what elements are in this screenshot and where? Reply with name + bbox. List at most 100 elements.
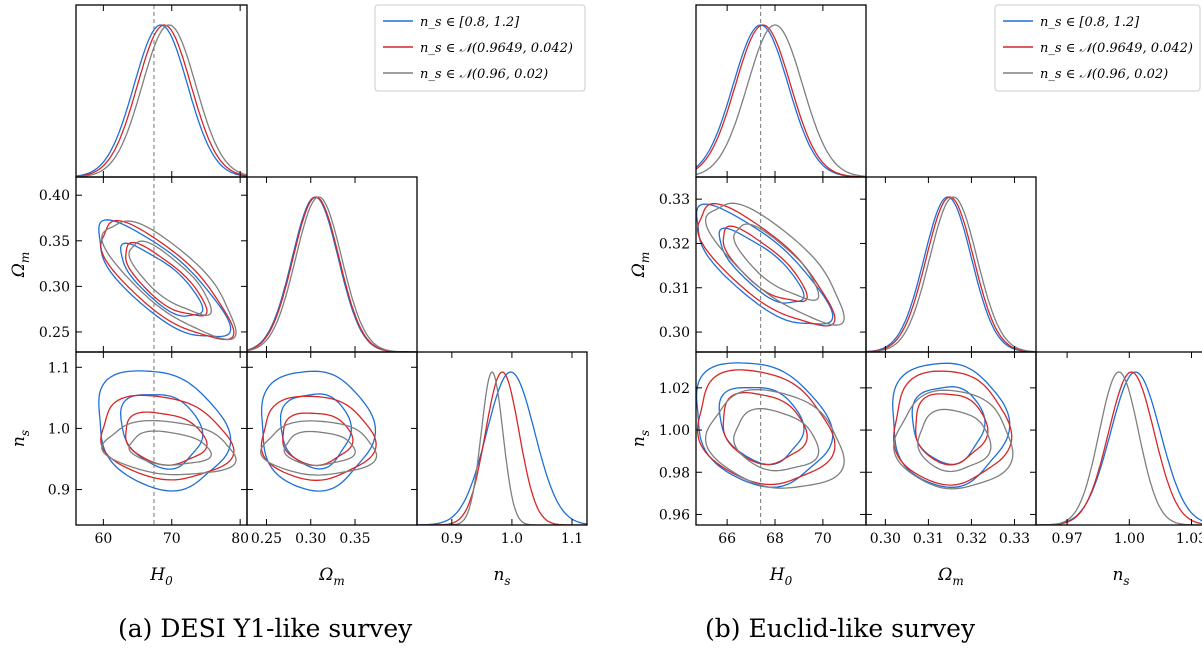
marginal-line-gray: [866, 196, 1036, 352]
contour-68-gray: [128, 430, 212, 466]
y-axis-label-Omega_m: Ωm: [629, 252, 652, 279]
contour-95-red: [696, 369, 836, 486]
contour-68-gray: [128, 240, 212, 316]
panel-H0-H0: [695, 4, 867, 178]
contour-95-gray: [893, 389, 1014, 490]
x-axis-label-n_s: ns: [493, 565, 510, 588]
y-tick-label: 0.33: [659, 192, 690, 208]
legend-entry-gray: n_s ∈ 𝒩(0.96, 0.02): [420, 67, 548, 82]
y-axis-label-Omega_m: Ωm: [9, 252, 32, 279]
legend: n_s ∈ [0.8, 1.2] n_s ∈ 𝒩(0.9649, 0.042) n_…: [994, 4, 1201, 92]
y-tick-label: 0.40: [39, 188, 70, 204]
x-tick-label: 60: [94, 531, 112, 547]
contour-68-blue: [718, 227, 805, 304]
contour-95-gray: [101, 220, 237, 341]
x-axis-label-H0: H0: [149, 565, 173, 588]
panel-H0-n_s: 66 68 70 0.96 0.98 1.00 1.02: [659, 351, 867, 547]
x-tick-label: 1.03: [1176, 531, 1202, 547]
panel-content: [892, 362, 1014, 490]
y-tick-label: 1.0: [48, 421, 70, 437]
x-tick-label: 0.32: [956, 531, 987, 547]
contour-68-red: [282, 412, 354, 467]
contour-68-red: [125, 241, 208, 317]
contour-68-gray: [917, 408, 992, 473]
x-tick-label: 0.35: [339, 531, 370, 547]
panel-content: [1036, 371, 1202, 525]
panel-frame: [695, 176, 867, 353]
contour-95-blue: [98, 370, 232, 492]
panel-Omega_m-n_s: 0.25 0.30 0.35: [246, 351, 418, 547]
panel-Omega_m-Omega_m: [865, 176, 1037, 353]
panel-Omega_m-Omega_m: [246, 176, 418, 353]
x-tick-label: 70: [163, 531, 181, 547]
y-tick-label: 1.1: [48, 360, 70, 376]
x-tick-label: 80: [231, 531, 249, 547]
x-tick-label: 1.0: [501, 531, 523, 547]
x-tick-label: 0.33: [999, 531, 1030, 547]
y-axis-label-n_s: ns: [629, 430, 652, 447]
panel-H0-H0: [75, 4, 248, 178]
caption-b: (b) Euclid-like survey: [705, 614, 975, 643]
legend-entry-blue: n_s ∈ [0.8, 1.2]: [420, 15, 520, 30]
y-axis-label-n_s: ns: [9, 430, 32, 447]
panel-n_s-n_s: 0.9 1.0 1.1: [416, 351, 588, 547]
x-tick-label: 0.30: [295, 531, 326, 547]
caption-a-text: DESI Y1-like survey: [160, 614, 413, 643]
caption-b-prefix: (b): [705, 614, 741, 643]
contour-95-blue: [98, 219, 232, 338]
contour-68-red: [125, 411, 208, 466]
y-tick-label: 0.35: [39, 234, 70, 250]
y-tick-label: 1.02: [659, 381, 690, 397]
panel-frame: [1035, 351, 1202, 526]
panel-content: [696, 352, 845, 525]
panel-n_s-n_s: 0.97 1.00 1.03: [1035, 351, 1202, 547]
marginal-line-blue: [866, 196, 1036, 352]
panel-frame: [416, 351, 588, 526]
y-tick-label: 0.31: [659, 281, 690, 297]
marginal-line-gray: [247, 196, 417, 352]
panel-content: [696, 5, 866, 177]
x-tick-label: 0.97: [1052, 531, 1083, 547]
x-tick-label: 0.31: [913, 531, 944, 547]
contour-95-red: [100, 394, 235, 481]
marginal-line-gray: [76, 24, 247, 177]
contour-68-blue: [718, 386, 805, 466]
panel-content: [696, 177, 845, 352]
contour-95-blue: [696, 362, 834, 488]
contour-95-red: [260, 395, 377, 481]
corner-plot-b: 0.30 0.31 0.32 0.33 66 68 70 0.96 0.98 1.00 1.02 0.…: [629, 4, 1202, 588]
panel-content: [98, 177, 237, 352]
x-axis-label-Omega_m: Ωm: [937, 565, 964, 588]
panel-frame: [246, 351, 418, 526]
legend-entry-gray: n_s ∈ 𝒩(0.96, 0.02): [1040, 67, 1168, 82]
panel-content: [866, 196, 1036, 352]
panel-H0-Omega_m: 0.30 0.31 0.32 0.33: [659, 176, 867, 353]
contour-68-red: [722, 391, 808, 466]
contour-68-gray: [283, 430, 356, 467]
marginal-line-gray: [1036, 371, 1202, 525]
x-tick-label: 1.00: [1114, 531, 1145, 547]
x-tick-label: 68: [766, 531, 784, 547]
contour-95-red: [893, 370, 1013, 486]
panel-H0-Omega_m: 0.25 0.30 0.35 0.40: [39, 176, 248, 353]
legend: n_s ∈ [0.8, 1.2] n_s ∈ 𝒩(0.9649, 0.042) n_…: [374, 4, 586, 92]
contour-95-blue: [696, 203, 834, 325]
marginal-line-blue: [76, 24, 247, 177]
panel-content: [247, 196, 417, 352]
contour-95-blue: [260, 370, 377, 492]
panel-frame: [695, 4, 867, 178]
marginal-line-blue: [417, 371, 587, 525]
x-tick-label: 70: [814, 531, 832, 547]
panel-H0-n_s: 60 70 80 0.9 1.0 1.1: [48, 351, 249, 547]
legend-entry-red: n_s ∈ 𝒩(0.9649, 0.042): [420, 41, 573, 56]
x-tick-label: 0.25: [251, 531, 282, 547]
marginal-line-blue: [696, 24, 866, 177]
contour-95-gray: [260, 420, 378, 476]
panel-content: [260, 370, 378, 492]
panel-frame: [75, 176, 248, 353]
panel-Omega_m-n_s: 0.30 0.31 0.32 0.33: [865, 351, 1037, 547]
legend-entry-red: n_s ∈ 𝒩(0.9649, 0.042): [1040, 41, 1193, 56]
x-tick-label: 0.9: [441, 531, 463, 547]
y-tick-label: 0.96: [659, 507, 690, 523]
